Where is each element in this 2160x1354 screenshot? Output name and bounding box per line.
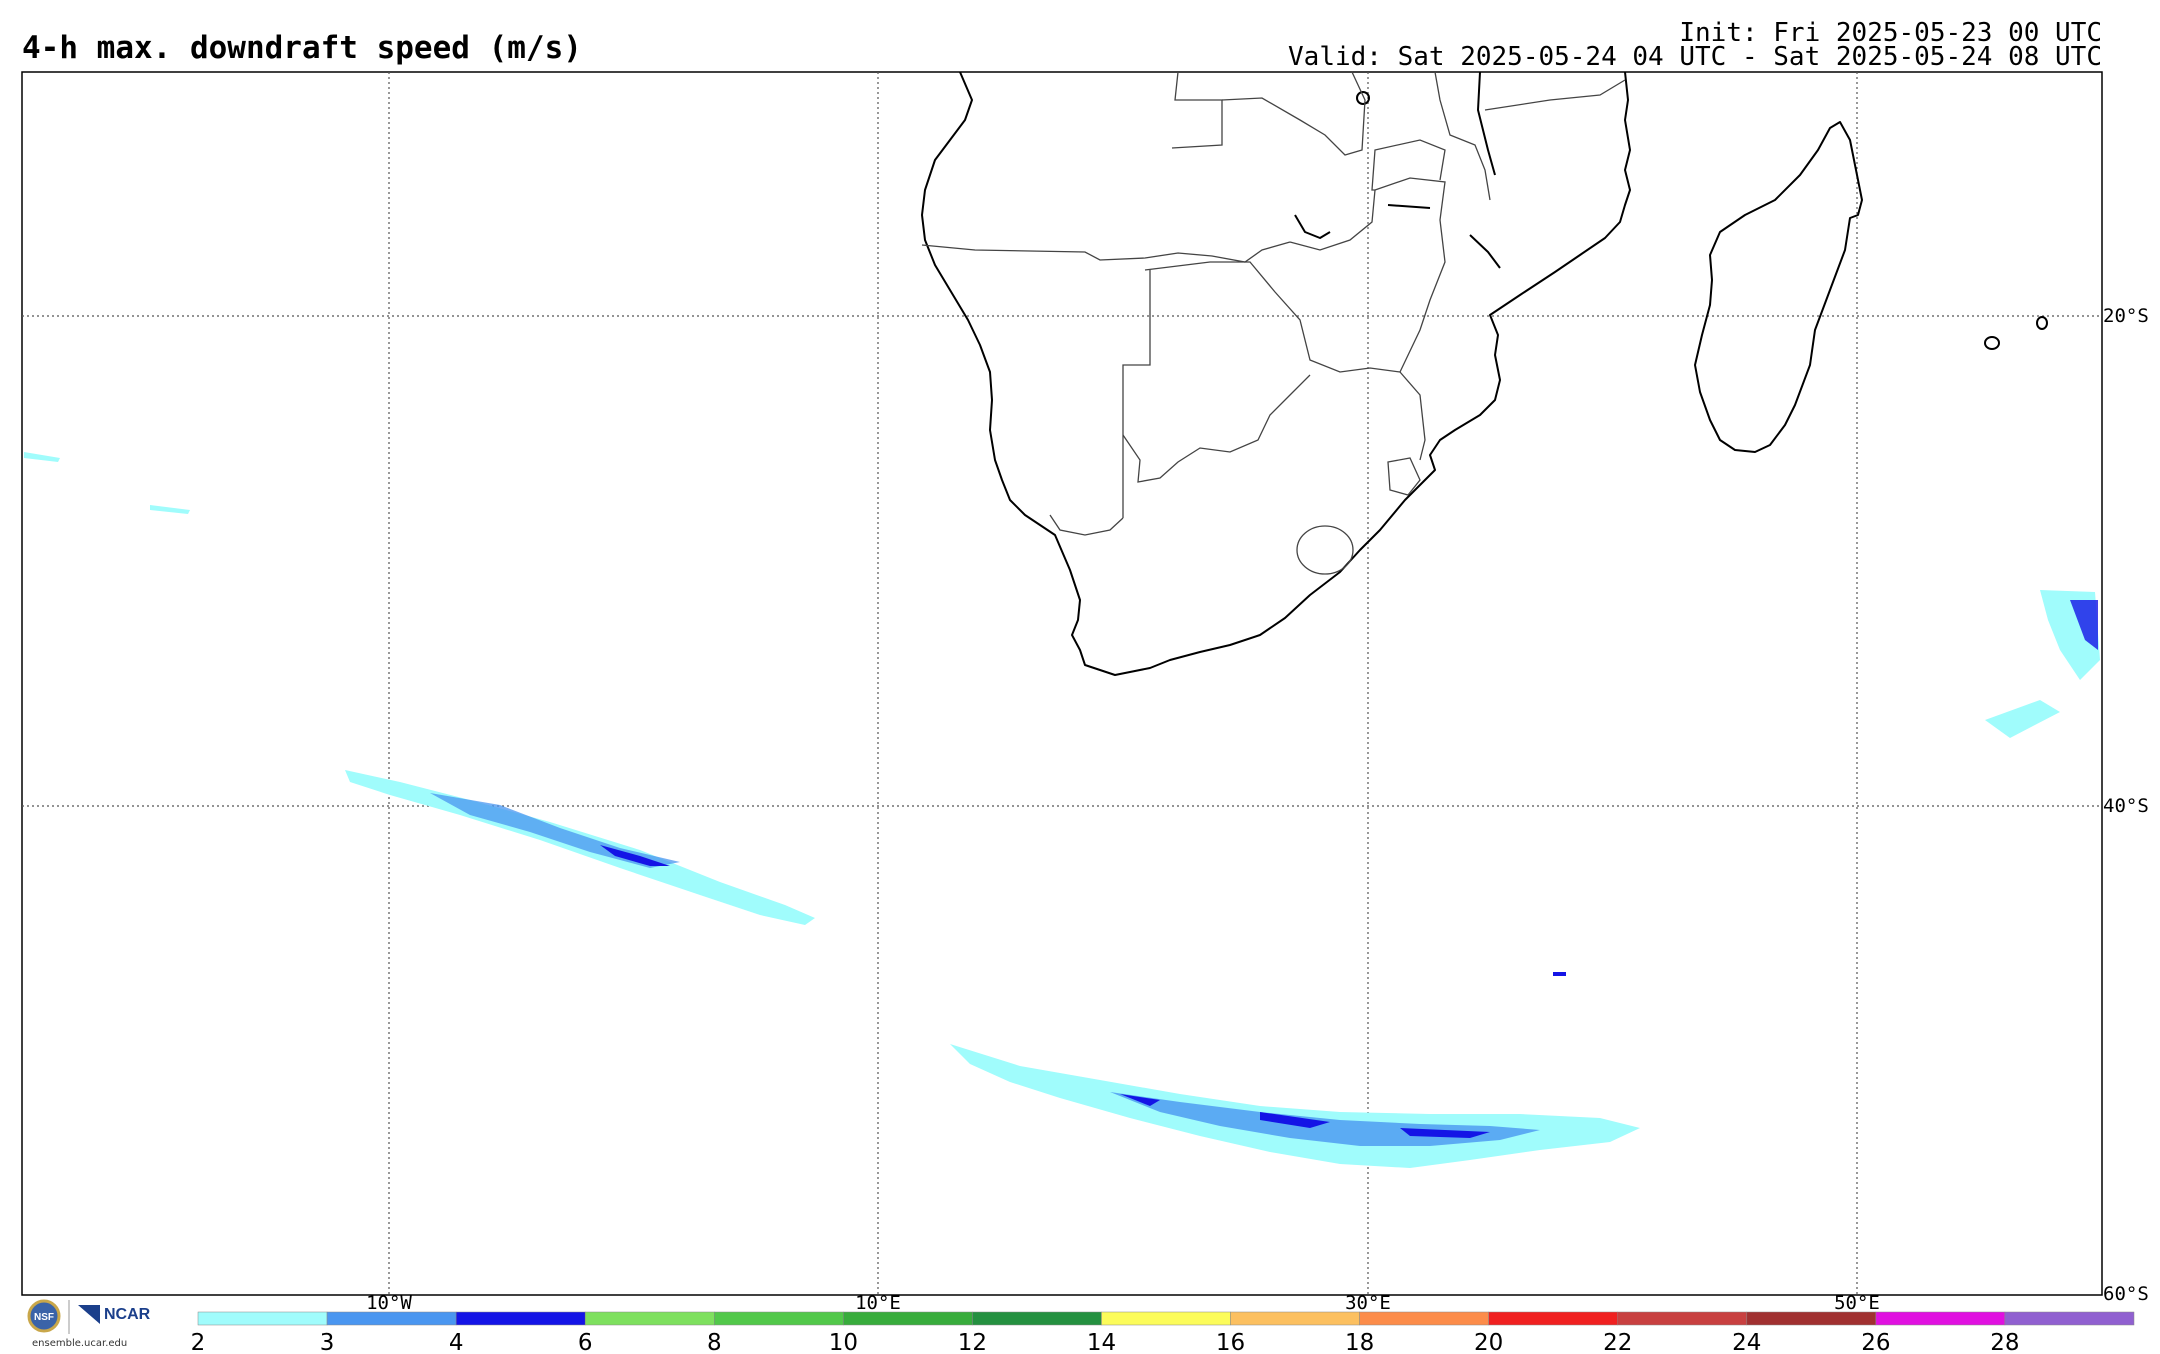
border-zimbabwe-mozambique: [1374, 177, 1446, 373]
downdraft-field: [24, 452, 2100, 1168]
colorbar-swatch: [714, 1311, 844, 1326]
colorbar: 2 3 4 6 8 10 12 14 16 18 20 22 24 26 28: [191, 1311, 2135, 1354]
colorbar-tick-label: 12: [958, 1330, 987, 1354]
nsf-logo-icon: [27, 1299, 61, 1333]
lon-label: 30°E: [1345, 1292, 1391, 1314]
border-mozambique-sa: [1399, 371, 1426, 461]
border-zambia-malawi: [1371, 139, 1446, 191]
colorbar-tick-label: 14: [1087, 1330, 1116, 1354]
colorbar-swatch: [843, 1311, 973, 1326]
island-mauritius: [2036, 316, 2048, 330]
colorbar-swatch: [1875, 1311, 2006, 1326]
logo-url: ensemble.ucar.edu: [32, 1338, 128, 1349]
colorbar-tick-label: 6: [578, 1330, 593, 1354]
swath-east-max: [2070, 600, 2098, 650]
swath-west-core: [430, 793, 680, 868]
colorbar-swatch: [1488, 1311, 1618, 1326]
map-title: 4-h max. downdraft speed (m/s): [22, 30, 582, 66]
ncar-logo-icon: [78, 1305, 100, 1324]
island-reunion: [1984, 336, 2000, 350]
colorbar-tick-label: 28: [1990, 1330, 2019, 1354]
lat-label: 40°S: [2103, 795, 2149, 817]
lake-bangweulu: [1356, 91, 1370, 105]
coastlines: [921, 71, 2048, 676]
lat-label: 60°S: [2103, 1283, 2149, 1305]
lat-label: 20°S: [2103, 305, 2149, 327]
patch-east: [1985, 700, 2060, 738]
patch-west-specks: [24, 452, 190, 514]
colorbar-swatch: [197, 1311, 328, 1326]
colorbar-swatch: [455, 1311, 586, 1326]
colorbar-swatch: [326, 1311, 457, 1326]
border-eswatini: [1387, 457, 1421, 496]
border-zambia-zimbabwe: [1289, 189, 1376, 251]
lake-kariba: [1294, 214, 1331, 239]
colorbar-tick-label: 4: [449, 1330, 464, 1354]
coast-africa: [921, 71, 1631, 676]
swath-west-max: [600, 845, 670, 866]
lake-cahora: [1387, 204, 1431, 209]
colorbar-tick-label: 2: [191, 1330, 206, 1354]
colorbar-tick-label: 16: [1216, 1330, 1245, 1354]
border-zambia-drc: [1221, 71, 1366, 156]
init-time: Init: Fri 2025-05-23 00 UTC: [1679, 18, 2102, 48]
coast-madagascar: [1694, 121, 1863, 453]
colorbar-tick-label: 26: [1861, 1330, 1890, 1354]
lon-label: 10°E: [855, 1292, 901, 1314]
ncar-logo-text: NCAR: [104, 1306, 151, 1323]
axis-labels: 10°W 10°E 30°E 50°E 20°S 40°S 60°S: [366, 305, 2149, 1314]
colorbar-swatch: [972, 1311, 1102, 1326]
border-namibia-botswana: [1122, 270, 1151, 518]
graticule: [22, 72, 2102, 1295]
colorbar-swatch: [1230, 1311, 1360, 1326]
borders: [921, 71, 1626, 575]
colorbar-swatch: [1101, 1311, 1231, 1326]
border-tanzania-mozambique: [1484, 79, 1626, 111]
colorbar-tick-label: 22: [1603, 1330, 1632, 1354]
colorbar-tick-label: 10: [829, 1330, 858, 1354]
colorbar-tick-label: 8: [707, 1330, 722, 1354]
colorbar-swatch: [2004, 1311, 2135, 1326]
logo-group: NSF: [27, 1299, 100, 1334]
colorbar-tick-label: 3: [320, 1330, 335, 1354]
swath-south-max: [1120, 1094, 1490, 1138]
colorbar-tick-label: 20: [1474, 1330, 1503, 1354]
border-botswana-sa: [1122, 374, 1311, 483]
border-angola-south: [921, 241, 1291, 263]
lake-malawi: [1477, 71, 1496, 176]
border-botswana-zimbabwe: [1144, 261, 1401, 373]
valid-time: Valid: Sat 2025-05-24 04 UTC - Sat 2025-…: [1288, 42, 2102, 72]
map-frame: [21, 71, 2103, 1296]
border-malawi-tanzania: [1434, 71, 1491, 201]
border-lesotho: [1296, 525, 1354, 575]
border-namibia-sa: [1049, 514, 1124, 536]
lon-label: 50°E: [1834, 1292, 1880, 1314]
coast-zambezi: [1469, 234, 1501, 269]
colorbar-swatch: [1617, 1311, 1748, 1326]
lon-label: 10°W: [366, 1292, 412, 1314]
patch-small: [1553, 972, 1566, 976]
colorbar-tick-label: 24: [1732, 1330, 1761, 1354]
colorbar-swatch: [1359, 1311, 1489, 1326]
nsf-logo-text: NSF: [34, 1312, 54, 1323]
colorbar-swatch: [584, 1311, 715, 1326]
colorbar-swatch: [1746, 1311, 1877, 1326]
colorbar-tick-label: 18: [1345, 1330, 1374, 1354]
